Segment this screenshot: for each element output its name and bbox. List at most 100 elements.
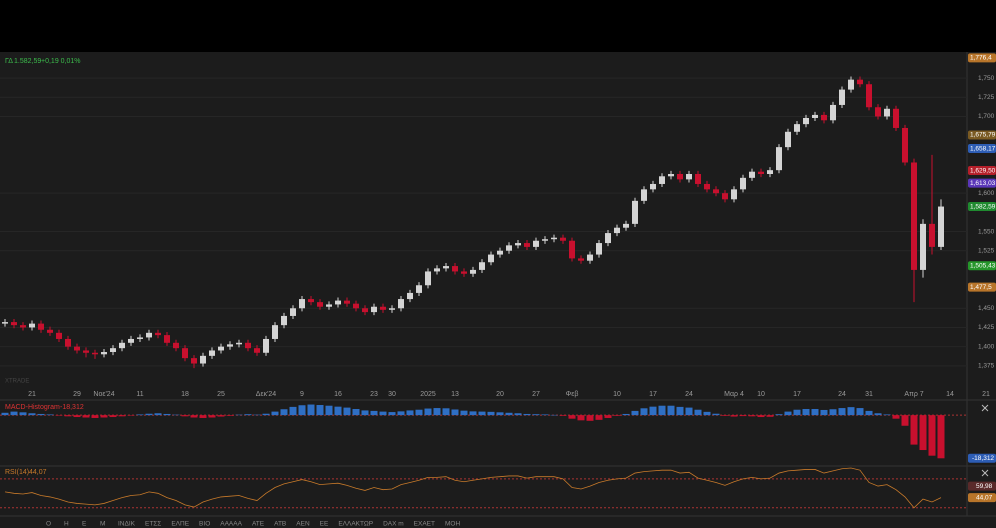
toolbar-item[interactable]: ΕΕ [320,521,329,528]
candle-body [875,107,881,117]
x-tick-label: 24 [838,391,846,398]
price-badge-label: 1,613,03 [970,180,996,187]
candle-body [38,323,44,330]
macd-badge [968,453,996,463]
toolbar-item[interactable]: ΑΤΒ [274,521,286,528]
candle-body [902,127,908,163]
x-tick-label: 2025 [420,391,436,398]
macd-bar [46,414,54,416]
macd-bar [334,406,342,416]
toolbar-item[interactable]: ΑΤΕ [252,521,265,528]
macd-bar [739,415,747,417]
toolbar-item[interactable]: ΕΛΛΑΚΤΩΡ [338,521,373,528]
toolbar-item[interactable]: Ε [82,521,87,528]
macd-bar [631,410,639,416]
macd-bar [802,409,810,416]
toolbar-item[interactable]: Ο [46,521,51,528]
toolbar-item[interactable]: ΕΛΠΕ [171,521,189,528]
toolbar-item[interactable]: ΙΝΔΙΚ [118,521,136,528]
macd-bar [433,408,441,416]
macd-bar [370,410,378,416]
toolbar-item[interactable]: Η [64,521,69,528]
candle-body [812,114,818,118]
macd-bar [847,407,855,416]
macd-bar [64,415,72,417]
toolbar-item[interactable]: ΑΕΝ [296,521,310,528]
x-tick-label: 17 [793,391,801,398]
toolbar-item[interactable]: ΕΧΑΕΤ [414,521,435,528]
macd-bar [901,415,909,426]
symbol: ΓΔ [5,58,13,65]
toolbar-item[interactable]: Μ [100,521,105,528]
toolbar-item[interactable]: ΕΤΣΣ [145,521,161,528]
candle-body [290,308,296,316]
candle-body [47,329,53,333]
macd-bar [100,415,108,418]
macd-bar [532,414,540,416]
macd-bar [460,410,468,416]
macd-bar [271,411,279,416]
macd-bar [694,409,702,416]
macd-bar [883,414,891,416]
y-tick-label: 1,750 [978,75,995,82]
macd-bar [91,415,99,418]
macd-bar [721,415,729,416]
macd-bar [307,404,315,416]
macd-bar [640,408,648,416]
macd-bar [298,405,306,416]
candle-body [101,352,107,355]
macd-bar [559,415,567,416]
candle-body [740,177,746,190]
x-tick-label: 30 [388,391,396,398]
candle-body [380,306,386,310]
macd-bar [451,409,459,416]
candle-body [299,299,305,309]
candle-body [920,223,926,270]
candle-body [749,171,755,178]
macd-bar [622,413,630,416]
toolbar-item[interactable]: ΜΟΗ [445,521,460,528]
macd-bar [19,412,27,416]
candle-body [56,332,62,339]
macd-bar [1,412,9,416]
candle-body [803,117,809,125]
macd-bar [55,415,63,416]
close-icon[interactable] [981,404,989,412]
x-tick-label: 20 [496,391,504,398]
macd-bar [262,413,270,416]
x-tick-label: 17 [649,391,657,398]
macd-bar [595,415,603,420]
price-badge-label: 1,582,59 [970,203,996,210]
candle-body [929,223,935,247]
candle-body [434,268,440,272]
candle-body [623,223,629,228]
price-badge [968,282,996,292]
macd-bar [388,412,396,416]
macd-value: -18,312 [60,404,84,411]
x-tick-label: Μαρ 4 [724,391,744,398]
macd-bar [874,413,882,416]
x-tick-label: Απρ 7 [904,391,923,398]
macd-bar [325,405,333,416]
candle-body [785,131,791,148]
toolbar-item[interactable]: DAX m [383,521,404,528]
macd-bar [82,415,90,418]
candle-body [20,325,26,328]
macd-bar [919,415,927,451]
candle-body [551,237,557,240]
candle-body [515,243,521,246]
macd-bar [514,413,522,416]
x-tick-label: Δεκ'24 [256,391,277,398]
price-badge [968,202,996,212]
top-bar [0,0,996,52]
toolbar-item[interactable]: ΒΙΟ [199,521,210,528]
macd-bar [172,414,180,416]
macd-bar [829,409,837,416]
y-tick-label: 1,400 [978,343,995,350]
toolbar-item[interactable]: ΑΑΑΑΑ [220,521,242,528]
candle-body [353,303,359,309]
candle-body [533,240,539,247]
macd-bar [37,413,45,416]
close-icon[interactable] [981,469,989,477]
candle-body [866,84,872,108]
